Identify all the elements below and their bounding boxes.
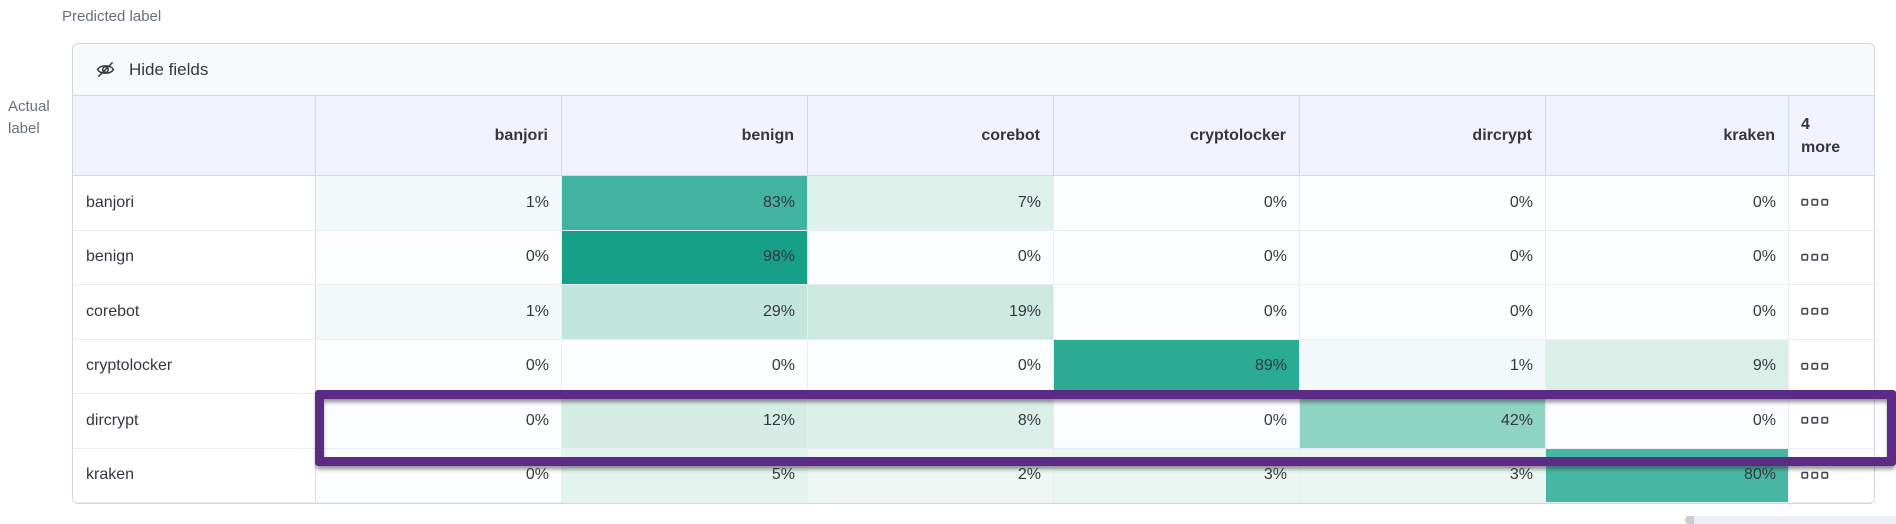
matrix-cell-banjori-dircrypt: 0% bbox=[1300, 176, 1546, 231]
boxes-horizontal-icon bbox=[1801, 417, 1829, 424]
matrix-cell-corebot-banjori: 1% bbox=[316, 285, 562, 340]
column-header-dircrypt[interactable]: dircrypt bbox=[1300, 96, 1546, 176]
row-label-cryptolocker: cryptolocker bbox=[73, 339, 316, 394]
matrix-cell-benign-banjori: 0% bbox=[316, 230, 562, 285]
matrix-cell-kraken-benign: 5% bbox=[562, 448, 808, 503]
matrix-cell-kraken-kraken: 80% bbox=[1546, 448, 1789, 503]
matrix-cell-benign-corebot: 0% bbox=[808, 230, 1054, 285]
row-actions-cell-cryptolocker bbox=[1789, 339, 1874, 394]
boxes-horizontal-icon bbox=[1801, 308, 1829, 315]
row-actions-button[interactable] bbox=[1801, 362, 1829, 371]
row-label-dircrypt: dircrypt bbox=[73, 394, 316, 449]
matrix-cell-benign-benign: 98% bbox=[562, 230, 808, 285]
row-label-kraken: kraken bbox=[73, 448, 316, 503]
column-header-more[interactable]: 4 more bbox=[1789, 96, 1874, 176]
matrix-cell-benign-kraken: 0% bbox=[1546, 230, 1789, 285]
matrix-cell-banjori-kraken: 0% bbox=[1546, 176, 1789, 231]
matrix-cell-corebot-corebot: 19% bbox=[808, 285, 1054, 340]
hide-fields-button[interactable]: Hide fields bbox=[73, 44, 1874, 96]
matrix-cell-kraken-dircrypt: 3% bbox=[1300, 448, 1546, 503]
matrix-cell-corebot-cryptolocker: 0% bbox=[1054, 285, 1300, 340]
column-header-kraken[interactable]: kraken bbox=[1546, 96, 1789, 176]
matrix-cell-cryptolocker-kraken: 9% bbox=[1546, 339, 1789, 394]
matrix-cell-dircrypt-benign: 12% bbox=[562, 394, 808, 449]
row-label-benign: benign bbox=[73, 230, 316, 285]
eye-closed-icon bbox=[96, 62, 115, 77]
actual-label-line2: label bbox=[8, 120, 40, 137]
column-header-banjori[interactable]: banjori bbox=[316, 96, 562, 176]
boxes-horizontal-icon bbox=[1801, 253, 1829, 261]
matrix-cell-banjori-cryptolocker: 0% bbox=[1054, 176, 1300, 231]
row-actions-button[interactable] bbox=[1801, 307, 1829, 316]
matrix-cell-benign-dircrypt: 0% bbox=[1300, 230, 1546, 285]
matrix-cell-corebot-benign: 29% bbox=[562, 285, 808, 340]
matrix-cell-kraken-cryptolocker: 3% bbox=[1054, 448, 1300, 503]
matrix-cell-cryptolocker-dircrypt: 1% bbox=[1300, 339, 1546, 394]
row-actions-button[interactable] bbox=[1801, 253, 1829, 262]
matrix-cell-corebot-kraken: 0% bbox=[1546, 285, 1789, 340]
matrix-cell-kraken-corebot: 2% bbox=[808, 448, 1054, 503]
column-header-cryptolocker[interactable]: cryptolocker bbox=[1054, 96, 1300, 176]
actual-label-line1: Actual bbox=[8, 98, 50, 115]
matrix-cell-banjori-benign: 83% bbox=[562, 176, 808, 231]
matrix-cell-dircrypt-cryptolocker: 0% bbox=[1054, 394, 1300, 449]
boxes-horizontal-icon bbox=[1801, 199, 1829, 206]
row-label-corebot: corebot bbox=[73, 285, 316, 340]
column-header-corebot[interactable]: corebot bbox=[808, 96, 1054, 176]
row-actions-cell-corebot bbox=[1789, 285, 1874, 340]
matrix-cell-benign-cryptolocker: 0% bbox=[1054, 230, 1300, 285]
confusion-matrix: banjori benign corebot cryptolocker dircrypt… bbox=[73, 96, 1874, 503]
column-header-benign[interactable]: benign bbox=[562, 96, 808, 176]
row-actions-button[interactable] bbox=[1801, 416, 1829, 425]
more-word: more bbox=[1801, 138, 1841, 156]
actual-label-axis: Actual label bbox=[8, 96, 50, 140]
matrix-cell-cryptolocker-cryptolocker: 89% bbox=[1054, 339, 1300, 394]
scrollbar-cap bbox=[1685, 516, 1694, 524]
row-actions-cell-kraken bbox=[1789, 448, 1874, 503]
matrix-cell-cryptolocker-banjori: 0% bbox=[316, 339, 562, 394]
matrix-cell-cryptolocker-corebot: 0% bbox=[808, 339, 1054, 394]
more-count: 4 bbox=[1801, 115, 1810, 133]
matrix-corner-cell bbox=[73, 96, 316, 176]
confusion-matrix-panel: Hide fields banjori benign corebot cryptolo… bbox=[72, 43, 1875, 504]
hide-fields-label: Hide fields bbox=[129, 59, 209, 79]
matrix-cell-banjori-corebot: 7% bbox=[808, 176, 1054, 231]
matrix-cell-cryptolocker-benign: 0% bbox=[562, 339, 808, 394]
matrix-cell-banjori-banjori: 1% bbox=[316, 176, 562, 231]
matrix-cell-dircrypt-corebot: 8% bbox=[808, 394, 1054, 449]
predicted-label-axis: Predicted label bbox=[62, 8, 162, 25]
row-label-banjori: banjori bbox=[73, 176, 316, 231]
row-actions-button[interactable] bbox=[1801, 198, 1829, 207]
matrix-cell-dircrypt-kraken: 0% bbox=[1546, 394, 1789, 449]
row-actions-cell-benign bbox=[1789, 230, 1874, 285]
row-actions-button[interactable] bbox=[1801, 471, 1829, 480]
boxes-horizontal-icon bbox=[1801, 471, 1829, 479]
matrix-cell-kraken-banjori: 0% bbox=[316, 448, 562, 503]
matrix-cell-dircrypt-banjori: 0% bbox=[316, 394, 562, 449]
boxes-horizontal-icon bbox=[1801, 362, 1829, 370]
matrix-cell-dircrypt-dircrypt: 42% bbox=[1300, 394, 1546, 449]
matrix-cell-corebot-dircrypt: 0% bbox=[1300, 285, 1546, 340]
row-actions-cell-dircrypt bbox=[1789, 394, 1874, 449]
horizontal-scrollbar[interactable] bbox=[1685, 516, 1896, 524]
row-actions-cell-banjori bbox=[1789, 176, 1874, 231]
